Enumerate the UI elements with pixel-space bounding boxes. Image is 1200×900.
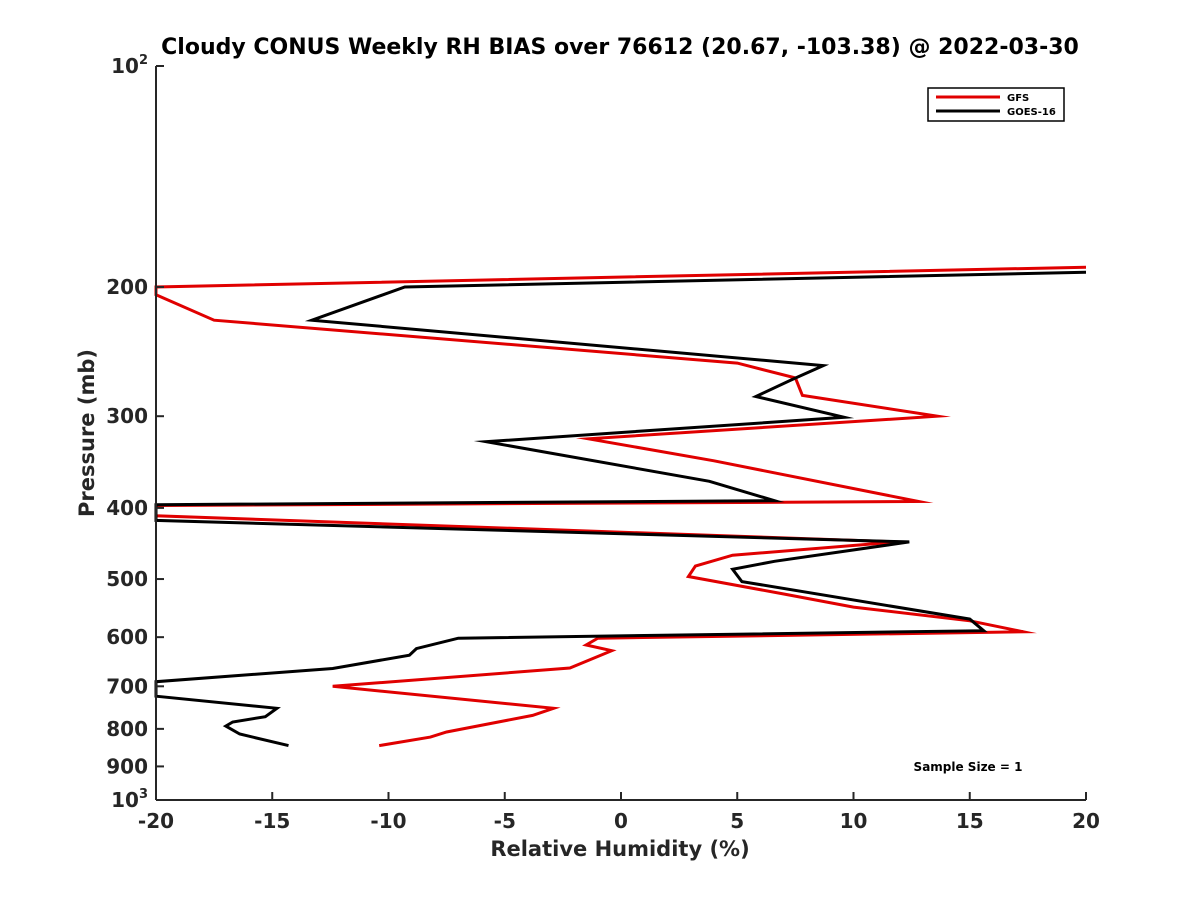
axes: -20 -15 -10 -5 0 5 10 15 20 102 200 300 400 500 600 700… — [106, 53, 1100, 833]
x-tick-label: -15 — [254, 809, 290, 833]
x-tick-label: 15 — [956, 809, 984, 833]
x-tick-label: -5 — [494, 809, 516, 833]
y-tick-label: 900 — [106, 754, 148, 778]
x-tick-label: 20 — [1072, 809, 1100, 833]
x-tick-label: 0 — [614, 809, 628, 833]
y-tick-label: 103 — [111, 787, 148, 812]
y-tick-label: 700 — [106, 674, 148, 698]
y-tick-label: 400 — [106, 496, 148, 520]
x-tick-label: -20 — [138, 809, 174, 833]
x-axis-title: Relative Humidity (%) — [490, 837, 749, 861]
y-tick-label: 800 — [106, 717, 148, 741]
y-tick-label: 200 — [106, 275, 148, 299]
x-tick-label: 10 — [840, 809, 868, 833]
y-axis-title: Pressure (mb) — [75, 349, 99, 517]
y-tick-label: 500 — [106, 567, 148, 591]
legend-label: GFS — [1007, 93, 1029, 104]
chart-title: Cloudy CONUS Weekly RH BIAS over 76612 (… — [161, 35, 1079, 60]
legend-box — [927, 87, 1065, 122]
plot-area — [154, 265, 1087, 748]
y-tick-label: 300 — [106, 404, 148, 428]
x-tick-label: -10 — [370, 809, 406, 833]
sample-size-annotation: Sample Size = 1 — [914, 760, 1023, 774]
legend-label: GOES-16 — [1007, 107, 1056, 118]
x-tick-label: 5 — [730, 809, 744, 833]
y-tick-label: 102 — [111, 53, 148, 78]
series-line-goes-16 — [154, 270, 1087, 748]
y-tick-label: 600 — [106, 625, 148, 649]
legend: GFS GOES-16 — [927, 87, 1065, 122]
